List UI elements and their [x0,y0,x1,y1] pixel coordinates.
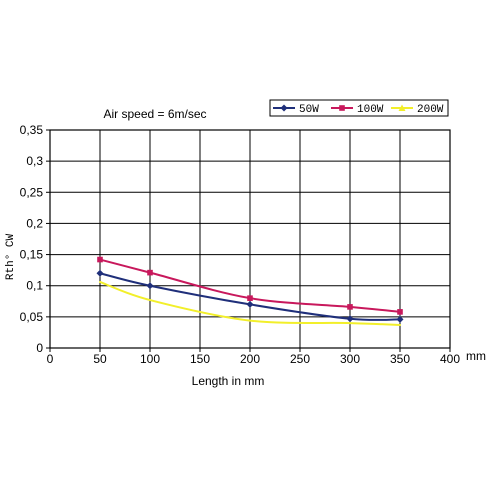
legend-marker-200w [398,104,406,111]
y-axis-title: Rth° CW [5,234,17,281]
data-point-100w [347,304,353,310]
x-axis-title: Length in mm [192,374,265,388]
data-point-100w [397,309,403,315]
series-100w [97,256,403,315]
x-tick-label: 200 [240,352,260,366]
legend-box [269,99,449,117]
chart-title: Air speed = 6m/sec [103,107,206,121]
y-tick-label: 0,1 [26,279,43,293]
x-tick-label: 50 [93,352,107,366]
legend: 50W 100W 200W [269,99,449,117]
data-point-200w [399,323,401,326]
x-axis-unit: mm [466,349,486,363]
x-tick-label: 0 [47,352,54,366]
x-tick-label: 150 [190,352,210,366]
legend-marker-100w [339,105,345,111]
x-tick-label: 250 [290,352,310,366]
x-tick-labels: 0 50 100 150 200 250 300 350 400 [47,348,460,366]
data-point-200w [249,319,251,322]
data-point-50w [346,315,354,323]
data-point-100w [147,269,153,276]
data-point-100w [247,295,253,301]
series-layer [96,256,404,326]
legend-label-100w: 100W [357,104,384,116]
y-tick-label: 0,3 [26,154,43,168]
x-tick-label: 400 [440,352,460,366]
legend-item-50w: 50W [273,104,319,116]
data-point-200w [99,280,101,283]
data-point-200w [349,322,351,325]
data-point-50w [396,315,404,323]
data-point-50w [246,300,254,308]
y-tick-label: 0,35 [20,123,44,137]
series-50w [96,269,404,323]
data-point-50w [96,269,104,277]
y-tick-label: 0,05 [20,310,44,324]
series-200w [99,280,401,326]
x-tick-label: 300 [340,352,360,366]
y-tick-label: 0,2 [26,216,43,230]
y-tick-label: 0 [36,341,43,355]
y-tick-label: 0,15 [20,248,44,262]
legend-label-50w: 50W [299,104,319,116]
x-tick-label: 100 [140,352,160,366]
data-point-50w [146,282,154,290]
legend-marker-50w [280,104,288,112]
y-tick-label: 0,25 [20,185,44,199]
legend-item-200w: 200W [391,104,444,116]
x-tick-label: 350 [390,352,410,366]
legend-label-200w: 200W [417,104,444,116]
y-tick-labels: 0 0,05 0,1 0,15 0,2 0,25 0,3 0,35 [20,123,50,355]
legend-item-100w: 100W [331,104,384,116]
data-point-200w [149,299,151,302]
data-point-100w [97,256,103,263]
